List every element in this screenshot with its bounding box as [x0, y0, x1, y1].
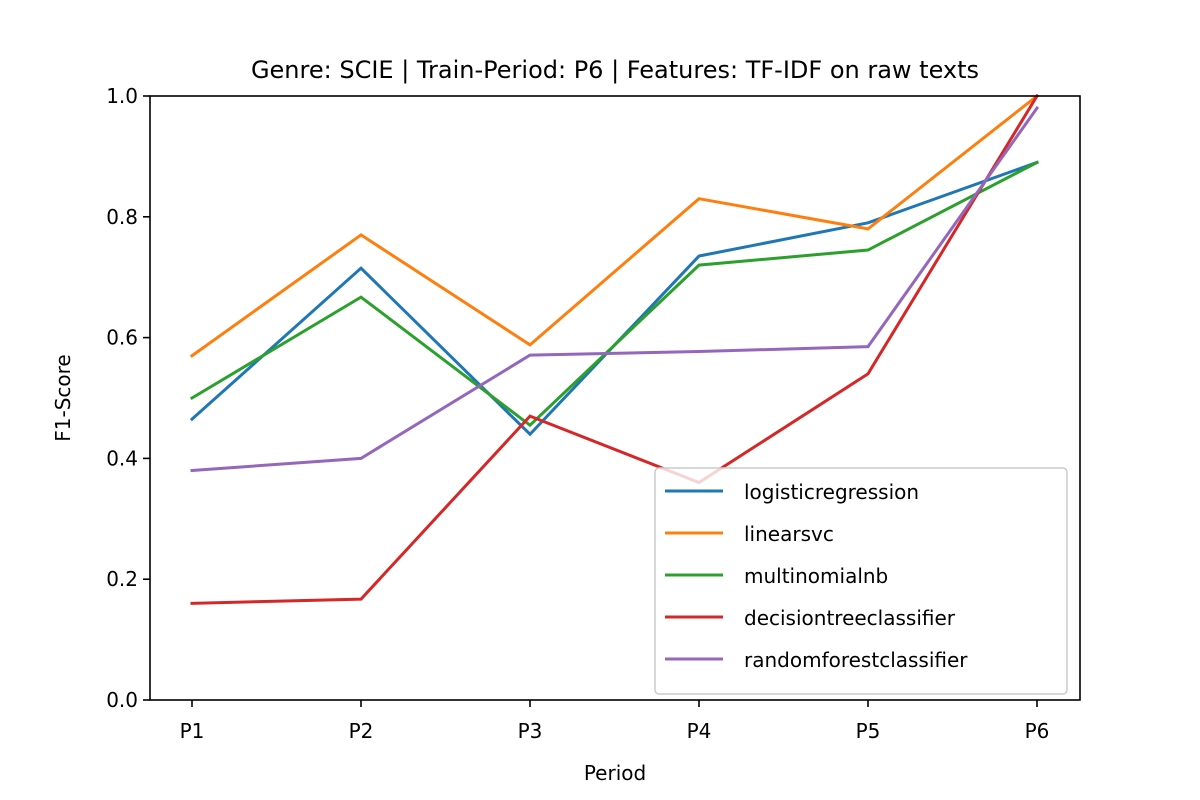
series-line-linearsvc — [189, 93, 1040, 358]
x-axis-title: Period — [584, 761, 646, 785]
series-line-logisticregression — [189, 160, 1039, 437]
y-tick-label: 0.4 — [106, 446, 138, 470]
x-tick-label: P5 — [856, 719, 881, 743]
series-line-decisiontreeclassifier — [190, 93, 1040, 605]
legend-label: logisticregression — [744, 480, 919, 504]
plot-frame — [149, 95, 1081, 701]
legend-label: decisiontreeclassifier — [744, 606, 956, 630]
legend-box — [654, 467, 1068, 695]
legend-label: randomforestclassifier — [744, 648, 968, 672]
y-axis: 0.0 0.2 0.4 0.6 0.8 1.0 — [106, 84, 150, 712]
y-tick-label: 1.0 — [106, 84, 138, 108]
x-tick-label: P1 — [180, 719, 205, 743]
chart-title: Genre: SCIE | Train-Period: P6 | Feature… — [251, 56, 979, 84]
legend: logisticregression linearsvc multinomialnb… — [654, 467, 1068, 695]
x-axis: P1 P2 P3 P4 P5 P6 — [180, 700, 1050, 743]
series-layer — [189, 93, 1040, 605]
series-line-multinomialnb — [189, 160, 1040, 428]
x-tick-label: P6 — [1025, 719, 1050, 743]
legend-label: multinomialnb — [744, 564, 888, 588]
y-tick-label: 0.2 — [106, 567, 138, 591]
x-tick-label: P3 — [518, 719, 543, 743]
y-tick-label: 0.0 — [106, 688, 138, 712]
x-tick-label: P2 — [349, 719, 374, 743]
x-tick-label: P4 — [687, 719, 712, 743]
legend-label: linearsvc — [744, 522, 834, 546]
y-axis-title: F1-Score — [51, 354, 75, 441]
series-line-randomforestclassifier — [190, 105, 1040, 473]
y-tick-label: 0.8 — [106, 205, 138, 229]
y-tick-label: 0.6 — [106, 326, 138, 350]
